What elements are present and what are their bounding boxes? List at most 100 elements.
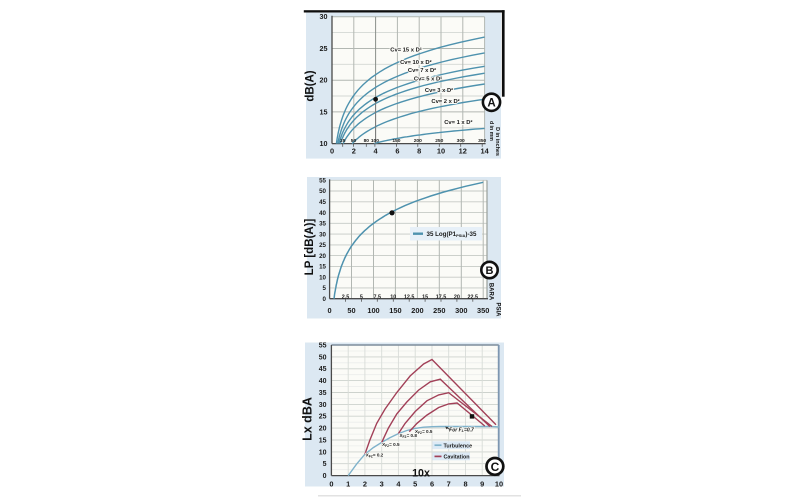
svg-text:55: 55 (319, 178, 326, 185)
svg-text:Turbulence: Turbulence (444, 443, 473, 449)
svg-text:25: 25 (340, 138, 346, 144)
svg-text:6: 6 (430, 480, 434, 489)
svg-text:20: 20 (454, 294, 460, 300)
svg-text:45: 45 (319, 199, 326, 206)
svg-text:7.5: 7.5 (374, 294, 382, 300)
svg-text:PSIA: PSIA (495, 302, 501, 317)
svg-text:6: 6 (395, 147, 399, 156)
svg-text:XFZ= 0.2: XFZ= 0.2 (366, 453, 384, 459)
svg-text:Cv= 15 x D²: Cv= 15 x D² (390, 47, 421, 54)
svg-text:10: 10 (437, 147, 445, 156)
svg-text:10: 10 (319, 449, 327, 456)
svg-text:0: 0 (328, 306, 332, 315)
svg-text:5: 5 (413, 480, 417, 489)
svg-text:100: 100 (367, 306, 379, 315)
svg-text:d in mm: d in mm (488, 121, 494, 141)
svg-text:For FL=0.7: For FL=0.7 (449, 427, 474, 433)
svg-text:0: 0 (330, 147, 334, 156)
svg-text:1: 1 (346, 480, 350, 489)
svg-text:BARA: BARA (488, 283, 494, 301)
svg-text:50: 50 (347, 306, 355, 315)
svg-text:300: 300 (457, 138, 465, 144)
svg-text:7: 7 (447, 480, 451, 489)
svg-text:35: 35 (319, 221, 326, 228)
svg-text:55: 55 (319, 342, 327, 349)
svg-text:8: 8 (417, 147, 421, 156)
svg-text:35: 35 (319, 390, 327, 397)
svg-text:50: 50 (319, 354, 327, 361)
svg-text:10x: 10x (412, 467, 430, 479)
svg-text:30: 30 (319, 402, 327, 409)
svg-text:Cv= 7 x D²: Cv= 7 x D² (408, 67, 436, 74)
svg-text:250: 250 (433, 306, 445, 315)
svg-text:100: 100 (371, 138, 379, 144)
svg-text:XFZ= 0.5: XFZ= 0.5 (382, 442, 400, 448)
svg-text:3: 3 (380, 480, 384, 489)
svg-text:12.5: 12.5 (404, 294, 415, 300)
svg-text:35 Log(P1PSIA)-35: 35 Log(P1PSIA)-35 (427, 231, 477, 238)
svg-text:22.5: 22.5 (468, 294, 479, 300)
svg-text:2.5: 2.5 (342, 294, 350, 300)
svg-text:2: 2 (363, 480, 367, 489)
svg-text:15: 15 (422, 294, 428, 300)
svg-text:8: 8 (463, 480, 467, 489)
svg-text:300: 300 (455, 306, 467, 315)
svg-text:0: 0 (323, 473, 327, 480)
svg-text:40: 40 (319, 210, 326, 217)
svg-text:150: 150 (392, 138, 400, 144)
svg-text:Cv= 5 x D²: Cv= 5 x D² (414, 76, 442, 83)
svg-text:LP [dB(A)]: LP [dB(A)] (304, 219, 316, 276)
svg-text:80: 80 (364, 138, 370, 144)
svg-text:0: 0 (323, 296, 327, 303)
svg-text:25: 25 (319, 414, 327, 421)
svg-text:14: 14 (480, 147, 489, 156)
svg-text:40: 40 (319, 378, 327, 385)
svg-text:10: 10 (319, 274, 326, 281)
svg-text:4: 4 (396, 480, 401, 489)
svg-text:A: A (487, 97, 495, 109)
svg-text:15: 15 (320, 107, 328, 116)
svg-text:B: B (486, 265, 494, 277)
svg-text:5: 5 (360, 294, 363, 300)
svg-text:Cv= 10 x D²: Cv= 10 x D² (400, 59, 431, 66)
svg-text:10: 10 (495, 480, 503, 489)
svg-text:150: 150 (389, 306, 401, 315)
svg-text:4: 4 (374, 147, 379, 156)
svg-text:17.5: 17.5 (436, 294, 447, 300)
svg-text:30: 30 (319, 231, 326, 238)
svg-text:10: 10 (320, 139, 328, 148)
svg-text:15: 15 (319, 264, 326, 271)
svg-text:C: C (491, 460, 500, 474)
svg-text:5: 5 (323, 461, 327, 468)
svg-text:Lx dBA: Lx dBA (301, 397, 315, 441)
svg-text:5: 5 (323, 285, 327, 292)
svg-text:15: 15 (319, 437, 327, 444)
svg-text:12: 12 (459, 147, 467, 156)
svg-text:250: 250 (435, 138, 443, 144)
svg-text:200: 200 (414, 138, 422, 144)
svg-text:dB(A): dB(A) (305, 70, 317, 101)
svg-text:Cv= 3 x D²: Cv= 3 x D² (425, 87, 453, 94)
svg-text:200: 200 (411, 306, 423, 315)
svg-text:20: 20 (320, 76, 328, 85)
svg-text:Cv= 1 x D²: Cv= 1 x D² (444, 119, 472, 126)
svg-text:25: 25 (320, 44, 328, 53)
svg-text:25: 25 (319, 242, 326, 249)
svg-text:50: 50 (319, 188, 326, 195)
svg-text:45: 45 (319, 366, 327, 373)
svg-text:350: 350 (477, 306, 489, 315)
svg-text:10: 10 (390, 294, 396, 300)
svg-text:XFZ= 0.8: XFZ= 0.8 (399, 433, 417, 439)
svg-text:Cv= 2 x D²: Cv= 2 x D² (431, 98, 459, 105)
svg-text:30: 30 (320, 12, 328, 21)
svg-text:50: 50 (351, 138, 357, 144)
svg-text:20: 20 (319, 253, 326, 260)
svg-text:350: 350 (478, 138, 486, 144)
svg-text:2: 2 (352, 147, 356, 156)
svg-text:XFZ= 0.5: XFZ= 0.5 (415, 429, 433, 435)
svg-text:Cavitation: Cavitation (444, 455, 470, 461)
svg-text:0: 0 (329, 480, 333, 489)
svg-text:D in inches: D in inches (494, 127, 500, 156)
svg-text:9: 9 (480, 480, 484, 489)
svg-text:20: 20 (319, 426, 327, 433)
